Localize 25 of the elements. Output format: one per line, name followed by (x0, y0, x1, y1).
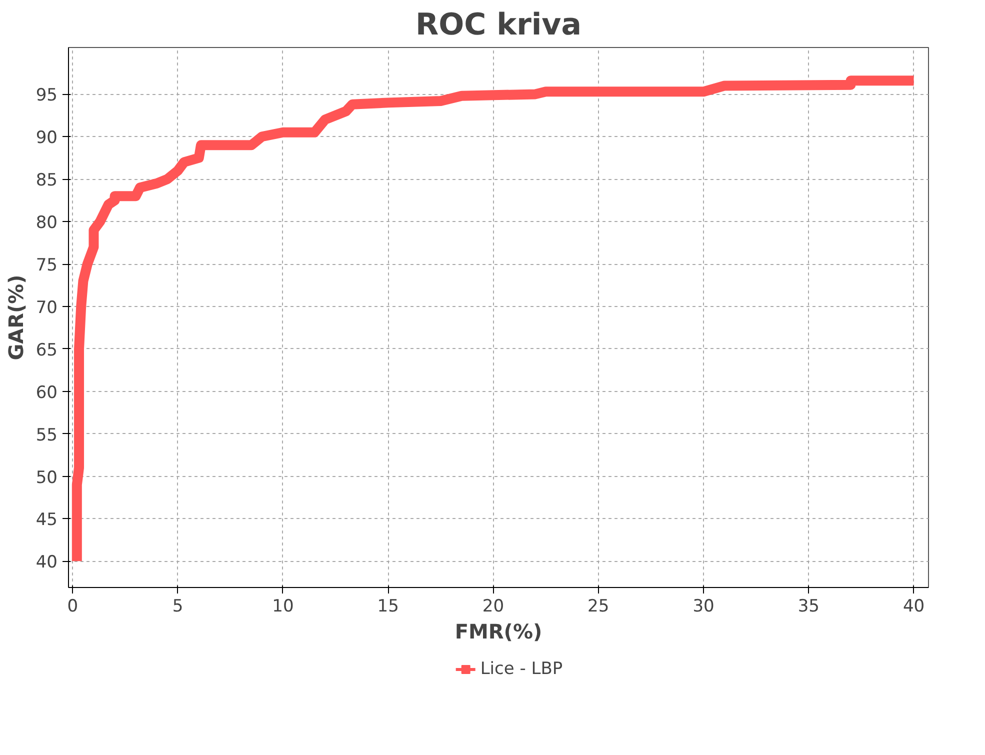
y-tick-label: 60 (36, 382, 58, 403)
x-tick-label: 20 (482, 596, 504, 616)
y-tick-label: 40 (36, 552, 58, 573)
y-tick-label: 95 (36, 86, 58, 106)
chart-title: ROC kriva (416, 8, 582, 42)
x-tick-label: 5 (172, 596, 184, 616)
y-tick-label: 70 (36, 298, 58, 318)
x-tick-label: 15 (377, 596, 399, 616)
x-tick-label: 0 (67, 596, 78, 616)
y-tick-label: 45 (36, 510, 58, 530)
y-tick-label: 75 (36, 256, 58, 276)
x-tick-label: 10 (272, 596, 294, 616)
x-tick-label: 30 (692, 596, 714, 616)
x-tick-label: 25 (588, 596, 610, 616)
y-tick-label: 65 (36, 340, 58, 360)
y-tick-label: 80 (36, 213, 58, 234)
y-tick-label: 90 (36, 128, 58, 148)
y-axis-title: GAR(%) (4, 274, 28, 360)
x-tick-label: 35 (798, 596, 820, 616)
x-axis-title: FMR(%) (454, 620, 542, 644)
y-tick-label: 85 (36, 170, 58, 191)
legend-label: Lice - LBP (480, 658, 563, 678)
y-tick-label: 50 (36, 468, 58, 488)
y-tick-label: 55 (36, 425, 58, 446)
x-tick-label: 40 (902, 596, 925, 616)
